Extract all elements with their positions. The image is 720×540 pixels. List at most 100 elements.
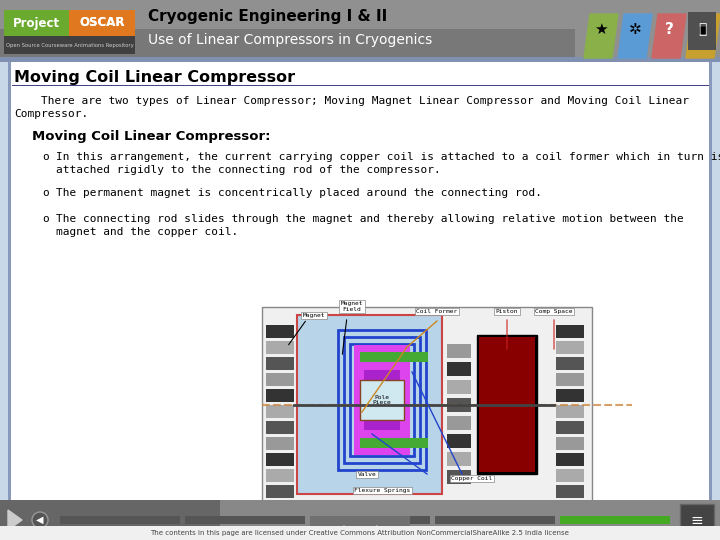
Bar bbox=[447, 452, 471, 466]
Bar bbox=[447, 416, 471, 430]
Bar bbox=[447, 398, 471, 412]
Bar bbox=[435, 516, 555, 524]
Text: ✲: ✲ bbox=[629, 22, 642, 37]
Polygon shape bbox=[618, 14, 652, 58]
Bar bbox=[338, 330, 426, 470]
Text: The connecting rod slides through the magnet and thereby allowing relative motio: The connecting rod slides through the ma… bbox=[56, 214, 684, 224]
Bar bbox=[556, 325, 584, 338]
Bar bbox=[8, 62, 11, 500]
Text: 🖨: 🖨 bbox=[698, 22, 706, 36]
Bar bbox=[297, 315, 442, 494]
Bar bbox=[0, 57, 720, 62]
Bar bbox=[356, 351, 408, 449]
Bar bbox=[556, 469, 584, 482]
Text: Piston: Piston bbox=[496, 309, 518, 314]
Bar bbox=[266, 421, 294, 434]
Bar bbox=[556, 485, 584, 498]
Polygon shape bbox=[8, 510, 22, 530]
Bar bbox=[69, 10, 135, 36]
Bar bbox=[266, 341, 294, 354]
Polygon shape bbox=[652, 14, 686, 58]
Bar bbox=[556, 389, 584, 402]
Text: Moving Coil Linear Compressor:: Moving Coil Linear Compressor: bbox=[32, 130, 271, 143]
Bar bbox=[262, 307, 592, 502]
Bar bbox=[360, 380, 404, 420]
Bar bbox=[310, 516, 410, 540]
Text: Valve: Valve bbox=[358, 472, 377, 477]
Text: o: o bbox=[42, 214, 49, 224]
Circle shape bbox=[32, 512, 48, 528]
Text: ▪: ▪ bbox=[698, 22, 708, 37]
Bar bbox=[680, 504, 714, 536]
Text: Cryogenic Engineering I & II: Cryogenic Engineering I & II bbox=[148, 9, 387, 24]
Text: Use of Linear Compressors in Cryogenics: Use of Linear Compressors in Cryogenics bbox=[148, 33, 432, 47]
Text: The contents in this page are licensed under Creative Commons Attribution NonCom: The contents in this page are licensed u… bbox=[150, 530, 570, 536]
Bar bbox=[556, 421, 584, 434]
Bar bbox=[266, 373, 294, 386]
Text: ★: ★ bbox=[594, 22, 608, 37]
Bar bbox=[266, 453, 294, 466]
Bar bbox=[60, 516, 180, 524]
Bar bbox=[266, 485, 294, 498]
Text: Pole
Piece: Pole Piece bbox=[373, 395, 392, 406]
Bar bbox=[354, 345, 410, 455]
Text: Moving Coil Linear Compressor: Moving Coil Linear Compressor bbox=[14, 70, 295, 85]
Text: Copper Coil: Copper Coil bbox=[451, 476, 492, 481]
Bar bbox=[344, 337, 420, 463]
Bar bbox=[360, 438, 428, 448]
Text: ►: ► bbox=[376, 523, 384, 533]
Text: Comp Space: Comp Space bbox=[535, 309, 572, 314]
Text: In this arrangement, the current carrying copper coil is attached to a coil form: In this arrangement, the current carryin… bbox=[56, 152, 720, 162]
Bar bbox=[688, 12, 716, 50]
Bar bbox=[560, 516, 670, 524]
Bar bbox=[360, 352, 428, 362]
Bar bbox=[266, 405, 294, 418]
Bar bbox=[0, 500, 720, 540]
Text: ◄: ◄ bbox=[336, 523, 344, 533]
Bar bbox=[368, 365, 396, 435]
Bar bbox=[364, 370, 400, 430]
Bar bbox=[556, 357, 584, 370]
Bar bbox=[447, 344, 471, 358]
Polygon shape bbox=[686, 14, 720, 58]
Bar bbox=[556, 405, 584, 418]
Text: ≡: ≡ bbox=[690, 512, 703, 528]
Text: o: o bbox=[42, 152, 49, 162]
Bar bbox=[709, 62, 712, 500]
Bar bbox=[4, 36, 135, 54]
Bar bbox=[12, 85, 709, 86]
Bar bbox=[362, 358, 402, 442]
Text: OSCAR: OSCAR bbox=[79, 17, 125, 30]
Text: Open Source Courseware Animations Repository: Open Source Courseware Animations Reposi… bbox=[6, 43, 134, 48]
Text: Coil Former: Coil Former bbox=[416, 309, 458, 314]
Text: magnet and the copper coil.: magnet and the copper coil. bbox=[56, 227, 238, 237]
Text: Compressor.: Compressor. bbox=[14, 109, 89, 119]
Bar bbox=[556, 437, 584, 450]
Bar bbox=[556, 453, 584, 466]
Text: o: o bbox=[42, 188, 49, 198]
Bar bbox=[447, 362, 471, 376]
Text: OSCAR: OSCAR bbox=[79, 17, 125, 30]
Bar bbox=[350, 344, 414, 456]
Bar bbox=[0, 526, 720, 540]
Bar bbox=[8, 62, 712, 500]
Bar bbox=[69, 10, 135, 36]
Bar bbox=[266, 325, 294, 338]
Bar bbox=[575, 0, 720, 58]
Bar bbox=[266, 437, 294, 450]
Bar bbox=[479, 337, 535, 472]
Bar bbox=[4, 10, 69, 36]
Text: ?: ? bbox=[665, 22, 673, 37]
Bar bbox=[447, 380, 471, 394]
Text: Project: Project bbox=[12, 17, 60, 30]
Text: There are two types of Linear Compressor; Moving Magnet Linear Compressor and Mo: There are two types of Linear Compressor… bbox=[14, 96, 689, 106]
Bar bbox=[0, 29, 720, 58]
Bar bbox=[266, 357, 294, 370]
Bar bbox=[185, 516, 305, 524]
Text: ◀: ◀ bbox=[36, 515, 44, 525]
Bar bbox=[556, 341, 584, 354]
Bar bbox=[447, 434, 471, 448]
Bar bbox=[266, 389, 294, 402]
Bar bbox=[477, 335, 537, 474]
Bar bbox=[310, 516, 430, 524]
